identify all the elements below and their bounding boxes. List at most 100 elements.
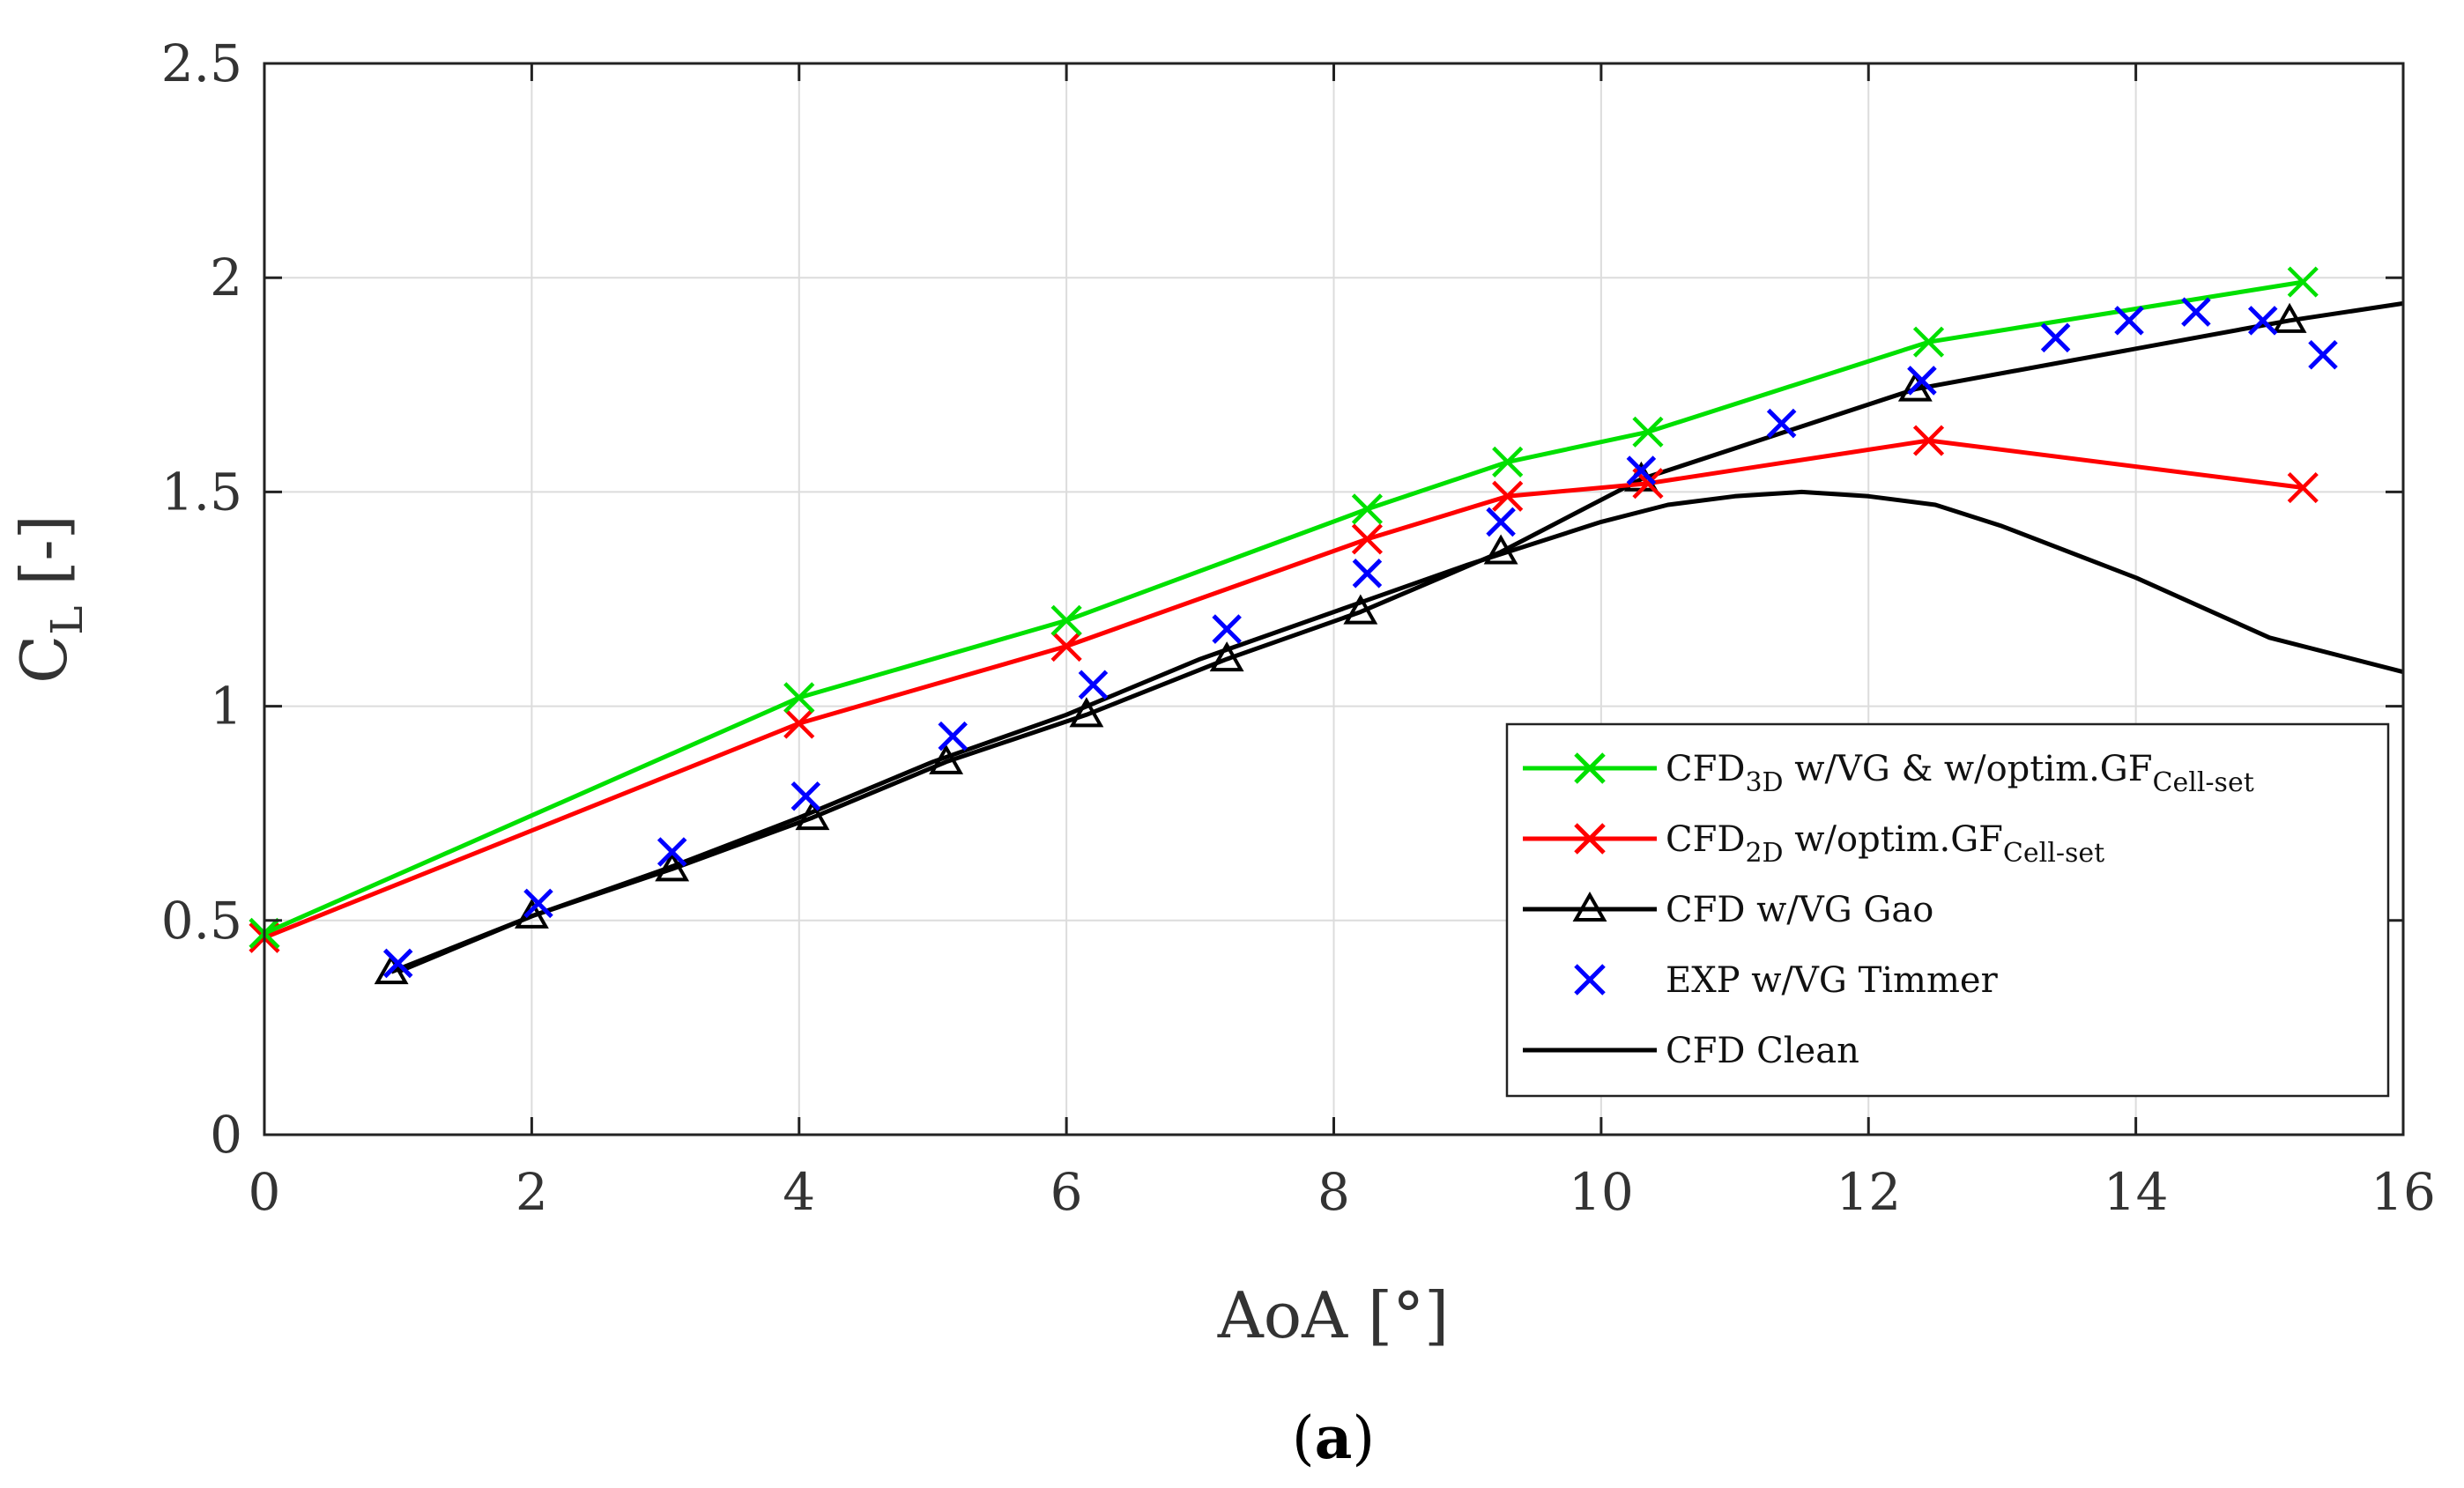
y-axis-label-suffix: [-] [7,515,81,605]
panel-label: (a) [1292,1403,1375,1472]
x-tick-label: 12 [1836,1162,1901,1222]
legend-marker-cfdgao [1572,891,1607,922]
data-point-cfdgao [655,851,690,882]
panel-label-open: ( [1292,1404,1315,1472]
x-tick-label: 2 [516,1162,548,1222]
data-point-exp [1626,455,1657,485]
data-point-cfd3d [1050,604,1082,636]
data-point-cfd3d [2287,266,2319,298]
data-point-cfd2d [1492,480,1524,512]
legend-label-clean: CFD Clean [1666,1031,1859,1071]
x-tick-label: 6 [1050,1162,1083,1222]
data-point-exp [1907,366,1937,396]
series-line-clean [397,489,2404,974]
legend-text-main: CFD w/VG Gao [1666,890,1933,930]
data-point-cfdgao [1483,534,1518,565]
data-point-exp [1486,507,1516,537]
data-point-exp [1078,670,1109,700]
legend-text-sub: 3D [1745,767,1783,798]
x-axis-label: AoA [°] [1217,1278,1449,1352]
x-tick-label: 0 [249,1162,281,1222]
y-tick-label: 2.5 [161,33,242,93]
x-tick-label: 4 [783,1162,815,1222]
legend-entry-cfd3d: CFD3D w/VG & w/optim.GFCell-set [1523,749,2254,798]
legend-marker-cfd3d [1574,752,1606,784]
series-exp [382,297,2338,979]
data-point-cfd2d [783,707,815,739]
series-cfd2d [249,425,2319,953]
data-point-cfd3d [1912,326,1945,358]
y-tick-labels: 0 0.5 1 1.5 2 2.5 [161,33,242,1165]
y-tick-label: 2 [210,248,242,307]
legend-entry-clean: CFD Clean [1523,1031,1859,1071]
data-point-cfdgao [2272,302,2307,333]
data-point-cfd2d [1351,523,1384,555]
legend-text-mid: w/optim.GF [1784,819,2003,860]
legend-text-sub: 2D [1745,838,1783,869]
y-axis-label: CL [-] [7,515,93,684]
data-series [249,266,2404,985]
data-point-exp [2181,297,2211,327]
panel-label-letter: a [1315,1403,1353,1472]
y-axis-label-subscript: L [41,606,93,635]
legend-marker-cfd2d [1574,823,1606,855]
data-point-exp [1766,408,1797,439]
legend-text-mid: w/VG & w/optim.GF [1784,749,2153,789]
y-tick-label: 0.5 [161,891,242,951]
y-tick-label: 0 [210,1105,242,1165]
x-tick-labels: 0 2 4 6 8 10 12 14 16 [249,1162,2436,1222]
data-point-cfd2d [1050,630,1082,663]
series-clean [397,489,2404,974]
legend-entry-cfd2d: CFD2D w/optim.GFCell-set [1523,819,2104,869]
data-point-exp [2040,322,2071,353]
x-grid-lines [531,63,2137,1135]
data-point-exp [2308,339,2338,370]
legend-label-cfd2d: CFD2D w/optim.GFCell-set [1666,819,2104,869]
legend-text-main: EXP w/VG Timmer [1666,960,1999,1001]
legend-text-main: CFD [1666,749,1745,789]
legend-text-main: CFD [1666,819,1745,860]
data-point-exp [1212,614,1242,644]
data-point-exp [2247,306,2278,336]
x-tick-label: 8 [1317,1162,1350,1222]
x-tick-label: 14 [2104,1162,2169,1222]
legend-marker-exp [1574,964,1606,996]
series-cfd3d [249,266,2319,949]
y-tick-label: 1 [210,677,242,737]
data-point-cfd2d [2287,471,2319,504]
data-point-exp [523,888,553,919]
data-point-cfdgao [929,744,964,774]
data-point-cfd3d [783,682,815,714]
panel-label-close: ) [1352,1404,1375,1472]
legend-label-cfd3d: CFD3D w/VG & w/optim.GFCell-set [1666,749,2254,798]
x-tick-label: 10 [1569,1162,1634,1222]
data-point-cfdgao [1343,594,1378,625]
data-point-cfdgao [374,954,409,985]
axis-ticks [263,62,2405,1136]
data-point-exp [657,837,687,867]
data-point-exp [938,721,968,751]
series-line-cfd2d [263,438,2304,940]
y-tick-label: 1.5 [161,462,242,522]
data-point-cfd3d [1351,493,1384,525]
data-point-cfdgao [1069,697,1104,728]
y-axis-label-main: C [7,635,81,684]
series-line-cfd3d [263,279,2304,936]
data-point-cfd3d [1632,416,1664,448]
data-point-exp [1352,559,1383,589]
legend-label-exp: EXP w/VG Timmer [1666,960,1999,1001]
data-point-exp [2114,306,2144,336]
data-point-cfd2d [1912,425,1945,456]
data-point-cfdgao [1209,641,1244,672]
data-point-exp [790,781,821,811]
data-point-exp [382,948,413,979]
legend-text-sub2: Cell-set [2003,838,2104,869]
legend-label-cfdgao: CFD w/VG Gao [1666,890,1933,930]
x-tick-label: 16 [2371,1162,2436,1222]
legend-text-sub2: Cell-set [2153,767,2254,798]
legend-entry-cfdgao: CFD w/VG Gao [1523,890,1933,930]
data-point-cfd3d [1492,446,1524,477]
data-point-cfdgao [795,800,830,831]
